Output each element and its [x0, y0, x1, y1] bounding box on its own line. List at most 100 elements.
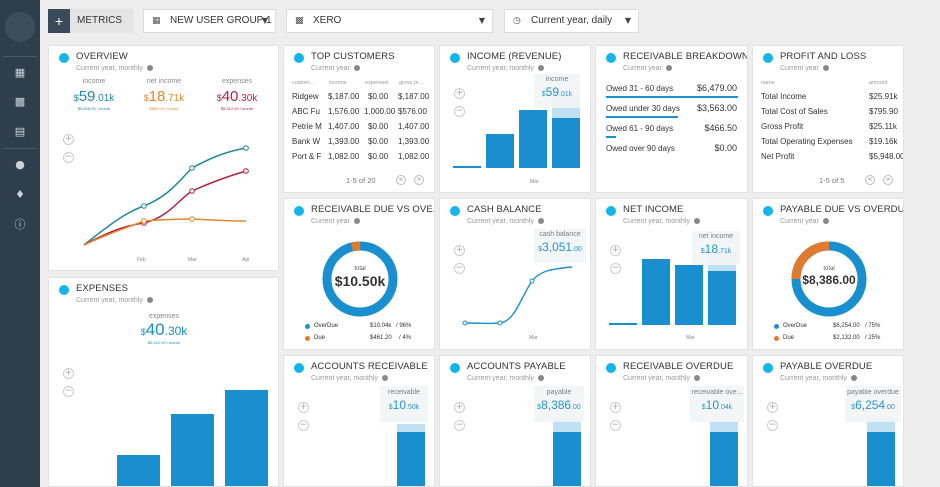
- cash-balance-line: [464, 266, 573, 325]
- period-select[interactable]: ◷ Current year, daily ▼: [504, 9, 639, 33]
- card-title: PROFIT AND LOSS: [780, 51, 867, 62]
- chevron-down-icon: ▼: [261, 16, 268, 25]
- net-income-bar[interactable]: [675, 265, 703, 325]
- dashboard-icon[interactable]: ▩: [14, 95, 26, 108]
- payable-bar[interactable]: [553, 432, 581, 486]
- prev-page-icon[interactable]: <: [396, 175, 406, 185]
- breakdown-value: $466.50: [704, 123, 737, 133]
- expenses-bar[interactable]: [225, 390, 268, 486]
- xero-badge-icon: [763, 363, 773, 373]
- zoom-out-icon[interactable]: −: [63, 386, 74, 397]
- settings-icon[interactable]: [537, 65, 544, 71]
- zoom-in-icon[interactable]: +: [63, 134, 74, 145]
- settings-icon[interactable]: [381, 375, 388, 381]
- cash-balance-card[interactable]: CASH BALANCE Current year, monthly + − c…: [439, 198, 591, 350]
- net-income-bar[interactable]: [708, 271, 736, 325]
- bank-icon[interactable]: ▦: [14, 66, 26, 79]
- expenses-bar[interactable]: [171, 414, 214, 486]
- settings-icon[interactable]: [537, 375, 544, 381]
- zoom-out-icon[interactable]: −: [767, 420, 778, 431]
- report-icon[interactable]: ▤: [14, 125, 26, 138]
- zoom-in-icon[interactable]: +: [63, 368, 74, 379]
- receivable-due-card[interactable]: RECEIVABLE DUE VS OVE... Current year to…: [283, 198, 435, 350]
- zoom-in-icon[interactable]: +: [610, 245, 621, 256]
- zoom-in-icon[interactable]: +: [610, 402, 621, 413]
- receivable-overdue-bar[interactable]: [710, 432, 738, 486]
- breakdown-label: Owed under 30 days: [606, 104, 680, 113]
- card-subtitle: Current year, monthly: [311, 375, 388, 382]
- card-title: RECEIVABLE BREAKDOWN: [623, 51, 748, 62]
- user-icon[interactable]: ●: [15, 158, 25, 171]
- metrics-button[interactable]: METRICS: [70, 9, 133, 33]
- settings-icon[interactable]: [353, 218, 360, 224]
- zoom-out-icon[interactable]: −: [298, 420, 309, 431]
- next-page-icon[interactable]: >: [883, 175, 893, 185]
- receivable-breakdown-card[interactable]: RECEIVABLE BREAKDOWN Current year Owed 3…: [595, 45, 748, 193]
- legend-dot: [305, 336, 310, 341]
- settings-icon[interactable]: [822, 65, 829, 71]
- payable-due-card[interactable]: PAYABLE DUE VS OVERDUE Current year tota…: [752, 198, 904, 350]
- accounts-receivable-card[interactable]: ACCOUNTS RECEIVABLE Current year, monthl…: [283, 355, 435, 487]
- card-title: INCOME (REVENUE): [467, 51, 562, 62]
- settings-icon[interactable]: [822, 218, 829, 224]
- profit-loss-card[interactable]: PROFIT AND LOSS Current year name amount…: [752, 45, 904, 193]
- receivable-overdue-card[interactable]: RECEIVABLE OVERDUE Current year, monthly…: [595, 355, 748, 487]
- receivable-bar[interactable]: [397, 432, 425, 486]
- settings-icon[interactable]: [146, 65, 153, 71]
- source-select[interactable]: ▩ XERO ▼: [286, 9, 493, 33]
- grid-icon: ▩: [295, 16, 304, 26]
- zoom-out-icon[interactable]: −: [63, 152, 74, 163]
- info-icon[interactable]: ⓘ: [14, 218, 26, 231]
- prev-page-icon[interactable]: <: [865, 175, 875, 185]
- plugin-icon[interactable]: ♦: [15, 188, 25, 201]
- accounts-payable-card[interactable]: ACCOUNTS PAYABLE Current year, monthly +…: [439, 355, 591, 487]
- card-subtitle: Current year, monthly: [623, 375, 700, 382]
- net-income-line: [83, 170, 247, 246]
- income-bar[interactable]: [486, 134, 514, 168]
- settings-icon[interactable]: [693, 218, 700, 224]
- xero-badge-icon: [450, 206, 460, 216]
- net-income-bar[interactable]: [609, 323, 637, 325]
- zoom-in-icon[interactable]: +: [454, 402, 465, 413]
- zoom-out-icon[interactable]: −: [454, 106, 465, 117]
- user-group-select[interactable]: ▦ NEW USER GROUP 1 ▼: [143, 9, 276, 33]
- top-customers-card[interactable]: TOP CUSTOMERS Current year custom... inc…: [283, 45, 435, 193]
- settings-icon[interactable]: [693, 375, 700, 381]
- zoom-out-icon[interactable]: −: [454, 420, 465, 431]
- next-page-icon[interactable]: >: [414, 175, 424, 185]
- xero-badge-icon: [59, 285, 69, 295]
- zoom-out-icon[interactable]: −: [454, 263, 465, 274]
- legend-value: $6,254.00: [833, 323, 860, 329]
- payable-overdue-bar[interactable]: [867, 432, 895, 486]
- card-subtitle: Current year, monthly: [76, 65, 153, 72]
- income-revenue-card[interactable]: INCOME (REVENUE) Current year, monthly +…: [439, 45, 591, 193]
- chart-point: [497, 320, 503, 326]
- income-bar[interactable]: [519, 110, 547, 168]
- payable-overdue-card[interactable]: PAYABLE OVERDUE Current year, monthly + …: [752, 355, 904, 487]
- expenses-card[interactable]: EXPENSES Current year, monthly expenses …: [48, 277, 279, 487]
- zoom-out-icon[interactable]: −: [610, 420, 621, 431]
- settings-icon[interactable]: [146, 297, 153, 303]
- sidebar: ▦ ▩ ▤ ● ♦ ⓘ: [0, 0, 40, 487]
- overview-card[interactable]: OVERVIEW Current year, monthly income $5…: [48, 45, 279, 271]
- income-bar[interactable]: [453, 166, 481, 168]
- legend-label: Due: [314, 335, 326, 341]
- zoom-out-icon[interactable]: −: [610, 263, 621, 274]
- net-income-card[interactable]: NET INCOME Current year, monthly + − net…: [595, 198, 748, 350]
- donut-due-segment[interactable]: [791, 241, 867, 317]
- add-metric-button[interactable]: +: [48, 9, 70, 33]
- chart-point: [189, 188, 195, 194]
- settings-icon[interactable]: [850, 375, 857, 381]
- chevron-down-icon: ▼: [478, 16, 485, 25]
- settings-icon[interactable]: [537, 218, 544, 224]
- income-bar[interactable]: [552, 118, 580, 168]
- zoom-in-icon[interactable]: +: [454, 88, 465, 99]
- zoom-in-icon[interactable]: +: [298, 402, 309, 413]
- expenses-bar[interactable]: [117, 455, 160, 486]
- settings-icon[interactable]: [665, 65, 672, 71]
- legend-pct: 96%: [399, 323, 412, 329]
- net-income-bar[interactable]: [642, 259, 670, 325]
- zoom-in-icon[interactable]: +: [767, 402, 778, 413]
- settings-icon[interactable]: [353, 65, 360, 71]
- zoom-in-icon[interactable]: +: [454, 245, 465, 256]
